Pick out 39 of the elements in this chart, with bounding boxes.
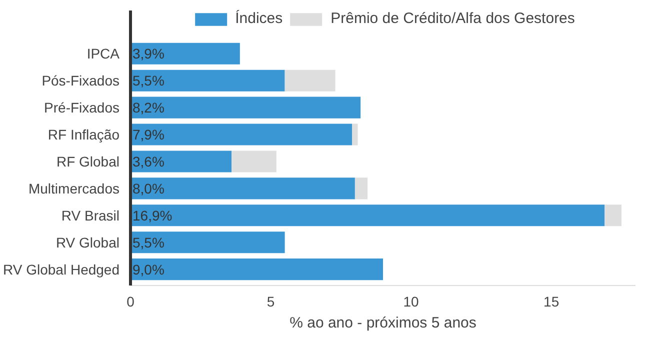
y-tick-label: Pós-Fixados [42,72,120,89]
legend-label: Prêmio de Crédito/Alfa dos Gestores [330,10,575,27]
y-tick-label: RV Global [56,234,120,250]
y-tick-label: RV Global Hedged [3,261,120,278]
bar [130,204,605,226]
data-label: 3,6% [132,153,164,170]
bar [130,258,383,280]
x-tick-label: 5 [266,294,275,310]
data-label: 5,5% [132,72,164,89]
y-tick-label: RF Global [56,153,120,170]
legend-label: Índices [235,10,283,27]
bar [130,42,240,64]
data-label: 16,9% [132,207,172,224]
bar [354,178,368,200]
data-label: 3,9% [132,46,164,62]
data-label: 8,0% [132,180,164,196]
bar [232,150,276,172]
bar [130,232,285,254]
y-tick-label: IPCA [86,46,120,62]
bar [130,178,355,200]
data-label: 7,9% [132,126,164,143]
bar [130,150,232,172]
y-tick-label: Pré-Fixados [44,100,120,116]
bar [130,124,352,146]
bar [130,96,361,118]
x-tick-label: 15 [544,294,560,310]
y-tick-label: Multimercados [28,180,120,196]
x-tick-label: 0 [126,294,135,310]
x-axis-title: % ao ano - próximos 5 anos [290,314,476,332]
bar [604,204,622,226]
data-label: 8,2% [132,100,164,116]
bar [130,70,285,92]
y-tick-label: RF Inflação [48,126,120,143]
x-tick-label: 10 [403,294,420,310]
bar [352,124,358,146]
data-label: 5,5% [132,234,164,250]
data-label: 9,0% [132,261,164,278]
bar [284,70,336,92]
y-tick-label: RV Brasil [61,207,120,224]
